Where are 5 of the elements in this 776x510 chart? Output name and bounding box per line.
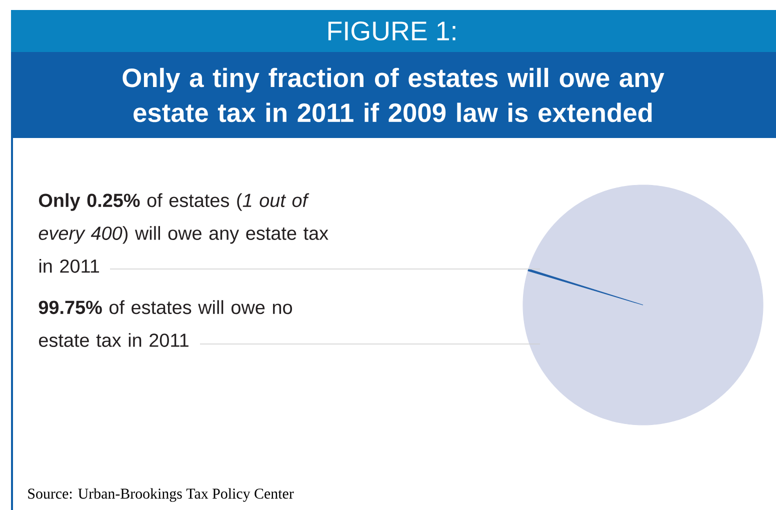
source-note: Source: Urban-Brookings Tax Policy Center bbox=[28, 488, 294, 502]
category-label: Only 0.25% of estates (1 out of every 400) will owe any estate tax in 2011 bbox=[38, 193, 328, 273]
slice-label: 99.75% of estates will owe no estate tax in 2011 bbox=[38, 300, 292, 347]
chart-subtitle: Only a tiny fraction of estates will owe any estate tax in 2011 if 2009 law is extended bbox=[122, 68, 664, 122]
chart-title: FIGURE 1: bbox=[328, 21, 456, 41]
